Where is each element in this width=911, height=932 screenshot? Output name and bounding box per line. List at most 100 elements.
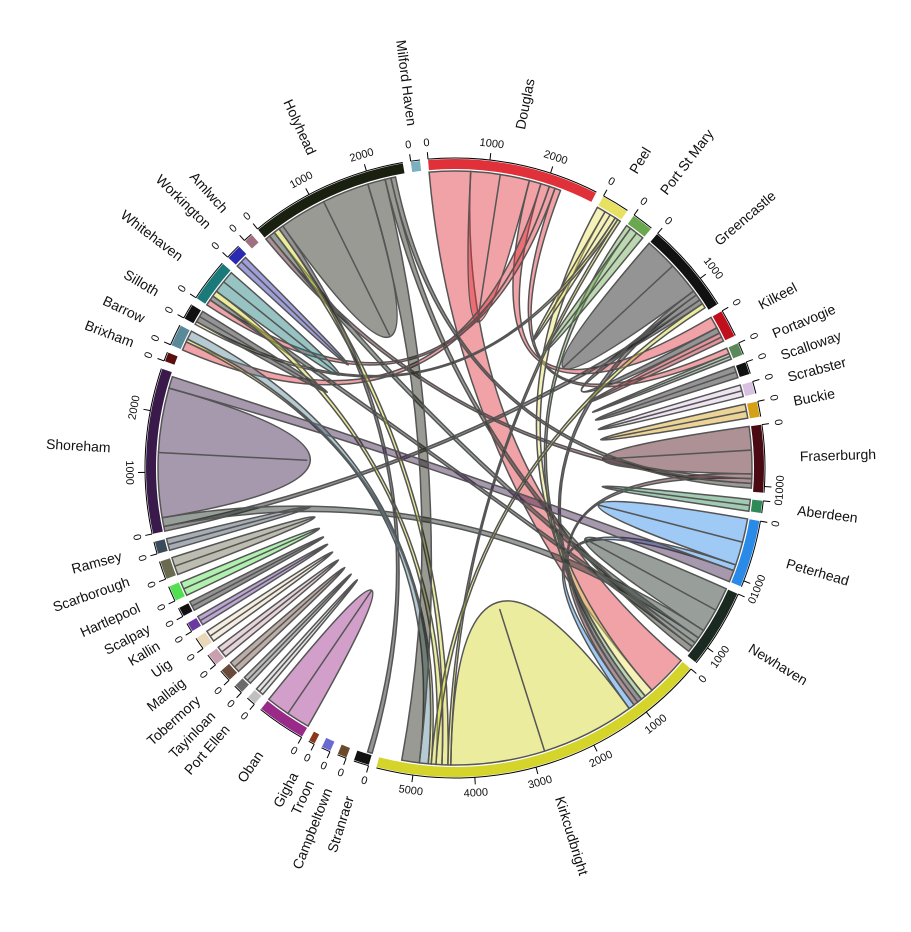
axis-line (410, 159, 420, 162)
ribbon (229, 566, 346, 673)
tick-label: 0 (130, 533, 143, 542)
sector-arc (376, 661, 691, 777)
sector-name: Whitehaven (118, 207, 186, 265)
sector-arc (248, 690, 262, 704)
tick-label: 0 (163, 305, 176, 316)
ribbon (205, 185, 556, 366)
axis-line (740, 521, 761, 587)
tick-mark (177, 314, 184, 319)
sector-name: Buckie (792, 385, 837, 409)
ribbon (195, 310, 329, 394)
ribbon (243, 573, 352, 685)
tick-mark (168, 600, 176, 605)
ribbon (527, 187, 731, 388)
sector-name: Oban (234, 748, 266, 785)
axis-line (234, 685, 242, 694)
tick-mark (593, 744, 598, 752)
tick-mark (761, 423, 769, 426)
tick-label: 1000 (701, 255, 725, 282)
axis-line (220, 670, 230, 681)
tick-label: 0 (747, 331, 760, 341)
tick-mark (657, 227, 663, 234)
tick-mark (366, 765, 370, 773)
tick-label: 1000 (479, 137, 505, 152)
axis-line (163, 352, 168, 362)
axis-line (257, 161, 403, 230)
tick-mark (645, 711, 652, 718)
ring: 0 1000 2000 Douglas 0 Peel 0 Port St Mary 0 1000 G… (46, 39, 877, 877)
ribbon (389, 176, 753, 489)
sector-arc (160, 558, 176, 579)
ribbon (217, 559, 340, 658)
tick-label: 0 (288, 744, 299, 757)
tick-label: 0 (154, 602, 167, 613)
tick-label: 0 (697, 673, 710, 685)
tick-mark (690, 668, 697, 674)
tick-mark (305, 188, 310, 195)
sector-arc (261, 700, 308, 737)
tick-mark (326, 751, 331, 759)
tick-mark (158, 578, 166, 583)
tick-mark (743, 580, 751, 584)
tick-mark (176, 616, 184, 621)
tick-label: 0 (772, 418, 785, 426)
ribbon (535, 206, 654, 698)
tick-label: 0 (606, 175, 617, 188)
sector-arc (354, 750, 372, 765)
axis-line (603, 195, 628, 211)
ribbon (273, 227, 449, 766)
tick-label: 0 (637, 195, 649, 208)
tick-label: 0 (404, 139, 412, 152)
tick-label: 0 (770, 520, 783, 528)
ribbon (188, 536, 325, 612)
sector-name: Port St Mary (657, 126, 717, 198)
tick-label: 0 (662, 215, 674, 228)
ribbon (594, 365, 739, 421)
ribbon (179, 527, 321, 597)
axis-line (168, 586, 176, 602)
axis-line (183, 304, 192, 319)
sector-arc (321, 737, 335, 751)
tick-mark (746, 359, 754, 363)
sector-arc (169, 582, 185, 601)
sector-arc (228, 246, 247, 265)
tick-mark (157, 358, 165, 362)
sector-arc (235, 678, 249, 692)
sector-arc (687, 589, 738, 663)
tick-label: 1000 (748, 573, 768, 600)
sector-name: Greencastle (711, 187, 779, 248)
ribbon (281, 183, 398, 338)
tick-label: 0 (224, 698, 237, 711)
ribbon (601, 485, 752, 513)
sector-name: Fraserburgh (800, 446, 877, 464)
ribbon (583, 536, 728, 632)
tick-label: 1000 (774, 475, 787, 500)
ribbon (186, 330, 432, 765)
sector-name: Kilkeel (756, 279, 800, 312)
tick-mark (222, 252, 229, 258)
tick-label: 0 (227, 222, 240, 235)
tick-mark (143, 408, 151, 412)
sector-arc (154, 539, 168, 554)
tick-label: 1000 (708, 644, 732, 671)
sector-arc (309, 731, 320, 744)
tick-mark (737, 593, 745, 598)
ribbon (450, 600, 631, 766)
sector-name: Newhaven (746, 640, 811, 688)
tick-mark (209, 664, 216, 670)
sector-name: Peel (626, 144, 654, 176)
sector-arc (184, 305, 201, 324)
tick-label: 2000 (587, 748, 614, 770)
axis-line (695, 593, 739, 664)
sector-name: Ramsey (70, 548, 124, 577)
tick-mark (249, 703, 255, 710)
sector-arc (712, 311, 735, 341)
sector-name: Silloth (121, 266, 162, 299)
ribbon (277, 224, 400, 755)
tick-label: 0 (183, 652, 196, 664)
sector-arc (627, 215, 651, 237)
ribbon (161, 505, 705, 639)
ribbon (366, 178, 433, 764)
sector-name: Douglas (512, 77, 538, 130)
